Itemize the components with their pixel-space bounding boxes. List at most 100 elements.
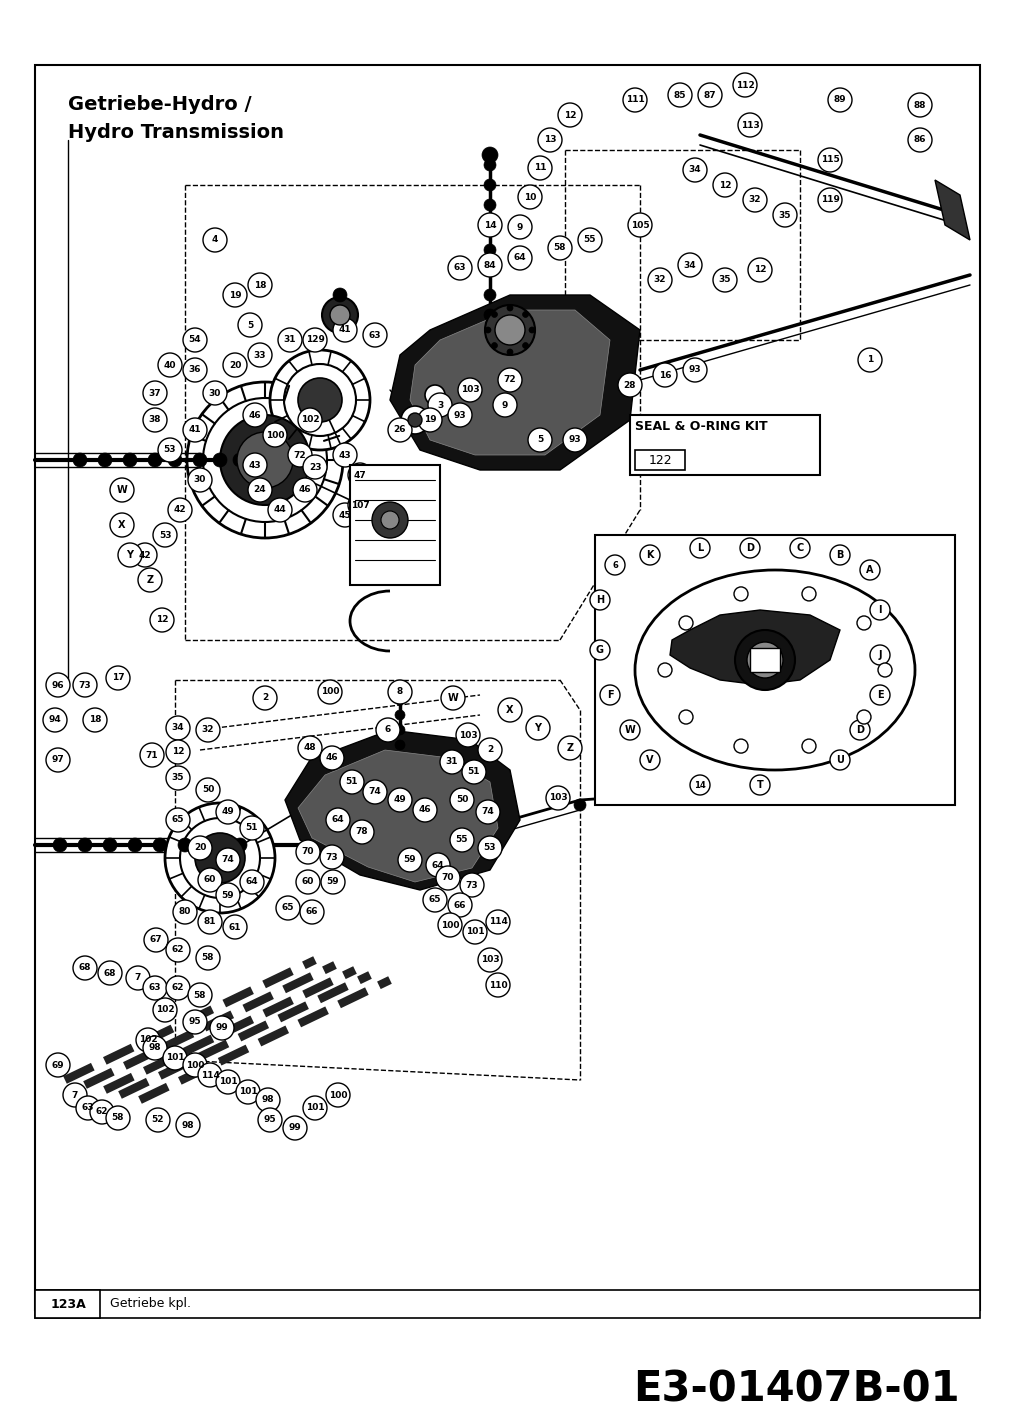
Circle shape — [418, 408, 442, 432]
Circle shape — [53, 838, 67, 853]
Text: E3-01407B-01: E3-01407B-01 — [634, 1368, 960, 1411]
Circle shape — [216, 848, 240, 872]
Circle shape — [83, 708, 107, 732]
Text: W: W — [448, 693, 458, 703]
Circle shape — [558, 736, 582, 760]
Text: 99: 99 — [289, 1124, 301, 1133]
Text: Y: Y — [535, 723, 542, 733]
Circle shape — [484, 308, 496, 321]
Text: 12: 12 — [563, 111, 576, 119]
Polygon shape — [285, 730, 520, 890]
Circle shape — [735, 630, 795, 691]
Text: 7: 7 — [135, 973, 141, 982]
Circle shape — [143, 408, 167, 432]
Circle shape — [363, 323, 387, 347]
Text: 70: 70 — [301, 847, 315, 857]
Circle shape — [425, 385, 445, 405]
Circle shape — [183, 1053, 207, 1077]
Circle shape — [518, 185, 542, 209]
Circle shape — [679, 710, 694, 725]
Text: 102: 102 — [156, 1006, 174, 1015]
Text: 33: 33 — [254, 351, 266, 360]
Circle shape — [153, 998, 178, 1022]
Bar — [750, 648, 780, 672]
Circle shape — [321, 870, 345, 894]
Text: 59: 59 — [404, 855, 416, 864]
Circle shape — [195, 833, 245, 882]
Text: 114: 114 — [488, 918, 508, 926]
Text: 69: 69 — [52, 1060, 64, 1070]
Text: 47: 47 — [354, 470, 366, 479]
Circle shape — [240, 816, 264, 840]
Circle shape — [110, 477, 134, 502]
Text: 60: 60 — [301, 878, 314, 887]
Circle shape — [734, 587, 748, 601]
Circle shape — [188, 468, 212, 492]
Circle shape — [850, 720, 870, 740]
Text: 94: 94 — [49, 716, 61, 725]
Circle shape — [484, 244, 496, 256]
Circle shape — [166, 740, 190, 764]
Circle shape — [283, 1115, 307, 1140]
Text: 101: 101 — [219, 1077, 237, 1087]
Circle shape — [253, 686, 277, 710]
Text: 102: 102 — [138, 1036, 157, 1044]
Circle shape — [78, 838, 92, 853]
Text: 84: 84 — [484, 260, 496, 270]
Circle shape — [143, 1036, 167, 1060]
Circle shape — [620, 720, 640, 740]
Circle shape — [413, 799, 437, 821]
Circle shape — [148, 453, 162, 468]
Circle shape — [133, 543, 157, 567]
Text: 6: 6 — [385, 726, 391, 735]
Text: 105: 105 — [631, 220, 649, 230]
Circle shape — [870, 600, 890, 620]
Text: 112: 112 — [736, 81, 754, 90]
Circle shape — [740, 539, 760, 558]
Circle shape — [303, 328, 327, 352]
Text: 40: 40 — [164, 361, 176, 369]
Circle shape — [237, 432, 293, 487]
Circle shape — [498, 698, 522, 722]
Circle shape — [126, 966, 150, 990]
Circle shape — [73, 674, 97, 696]
Polygon shape — [410, 310, 610, 455]
Text: 46: 46 — [249, 411, 261, 419]
Circle shape — [158, 438, 182, 462]
Circle shape — [878, 664, 892, 676]
Circle shape — [491, 342, 497, 348]
Circle shape — [486, 909, 510, 934]
Circle shape — [118, 543, 142, 567]
Polygon shape — [935, 180, 970, 240]
Circle shape — [484, 179, 496, 190]
Circle shape — [522, 342, 528, 348]
Circle shape — [268, 497, 292, 522]
Circle shape — [240, 870, 264, 894]
Text: 50: 50 — [202, 786, 215, 794]
Circle shape — [548, 236, 572, 260]
Circle shape — [436, 865, 460, 890]
Circle shape — [388, 681, 412, 703]
Circle shape — [340, 770, 364, 794]
Circle shape — [223, 352, 247, 377]
Text: 12: 12 — [156, 615, 168, 624]
Circle shape — [363, 780, 387, 804]
Text: 103: 103 — [460, 385, 479, 395]
Text: 12: 12 — [753, 266, 766, 274]
Circle shape — [478, 737, 502, 762]
Circle shape — [372, 502, 408, 539]
Circle shape — [860, 560, 880, 580]
Text: 73: 73 — [465, 881, 478, 890]
Circle shape — [233, 453, 247, 468]
Text: 31: 31 — [446, 757, 458, 766]
Text: 103: 103 — [549, 793, 568, 803]
Circle shape — [857, 710, 871, 725]
Circle shape — [478, 948, 502, 972]
Circle shape — [163, 1046, 187, 1070]
Circle shape — [870, 645, 890, 665]
Circle shape — [144, 928, 168, 952]
Circle shape — [153, 838, 167, 853]
Text: D: D — [856, 725, 864, 735]
Text: 20: 20 — [194, 844, 206, 853]
Circle shape — [485, 306, 535, 355]
